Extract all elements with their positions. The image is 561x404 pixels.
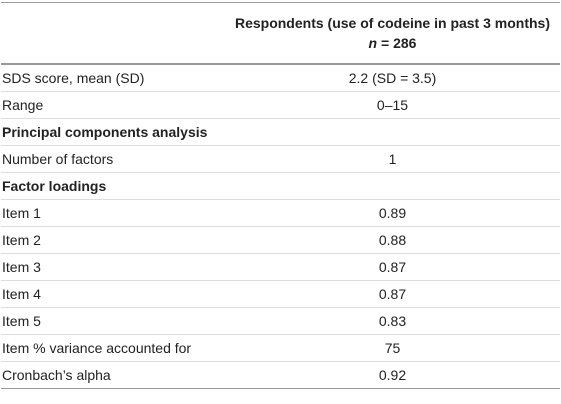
header-row: Respondents (use of codeine in past 3 mo…	[1, 2, 560, 65]
header-n: n = 286	[226, 33, 559, 53]
section-row: Factor loadings	[1, 172, 560, 200]
data-row: Item 4 0.87	[1, 280, 560, 308]
row-value: 0.89	[225, 199, 560, 227]
row-value: 0.87	[225, 280, 560, 308]
data-row: Range 0–15	[1, 91, 560, 119]
row-label: Item 4	[1, 280, 225, 308]
row-value: 0–15	[225, 91, 560, 119]
data-row: Item 2 0.88	[1, 226, 560, 254]
row-value: 0.87	[225, 253, 560, 281]
header-title: Respondents (use of codeine in past 3 mo…	[234, 15, 551, 31]
data-row: Item 3 0.87	[1, 253, 560, 281]
table-body: SDS score, mean (SD) 2.2 (SD = 3.5) Range 0…	[1, 64, 560, 389]
row-label: Item 1	[1, 199, 225, 227]
header-cell: Respondents (use of codeine in past 3 mo…	[225, 2, 560, 65]
row-value: 0.83	[225, 307, 560, 335]
row-value: 75	[225, 334, 560, 362]
row-value: 0.88	[225, 226, 560, 254]
header-spacer	[1, 2, 225, 65]
row-label: Number of factors	[1, 145, 225, 173]
row-label: Principal components analysis	[1, 118, 225, 146]
data-row: Cronbach’s alpha 0.92	[1, 361, 560, 389]
row-label: Cronbach’s alpha	[1, 361, 225, 389]
row-value: 1	[225, 145, 560, 173]
row-label: Item 2	[1, 226, 225, 254]
row-label: Item 3	[1, 253, 225, 281]
row-label: Factor loadings	[1, 172, 225, 200]
row-value-empty	[225, 172, 560, 200]
row-label: Range	[1, 91, 225, 119]
row-label: Item 5	[1, 307, 225, 335]
row-value: 0.92	[225, 361, 560, 389]
data-row: Number of factors 1	[1, 145, 560, 173]
results-table: Respondents (use of codeine in past 3 mo…	[1, 2, 560, 389]
row-value-empty	[225, 118, 560, 146]
data-row: SDS score, mean (SD) 2.2 (SD = 3.5)	[1, 64, 560, 92]
n-symbol: n	[368, 35, 378, 51]
row-label: Item % variance accounted for	[1, 334, 225, 362]
section-row: Principal components analysis	[1, 118, 560, 146]
data-row: Item 1 0.89	[1, 199, 560, 227]
data-row: Item % variance accounted for 75	[1, 334, 560, 362]
row-label: SDS score, mean (SD)	[1, 64, 225, 92]
row-value: 2.2 (SD = 3.5)	[225, 64, 560, 92]
n-value: = 286	[381, 35, 417, 51]
data-row: Item 5 0.83	[1, 307, 560, 335]
